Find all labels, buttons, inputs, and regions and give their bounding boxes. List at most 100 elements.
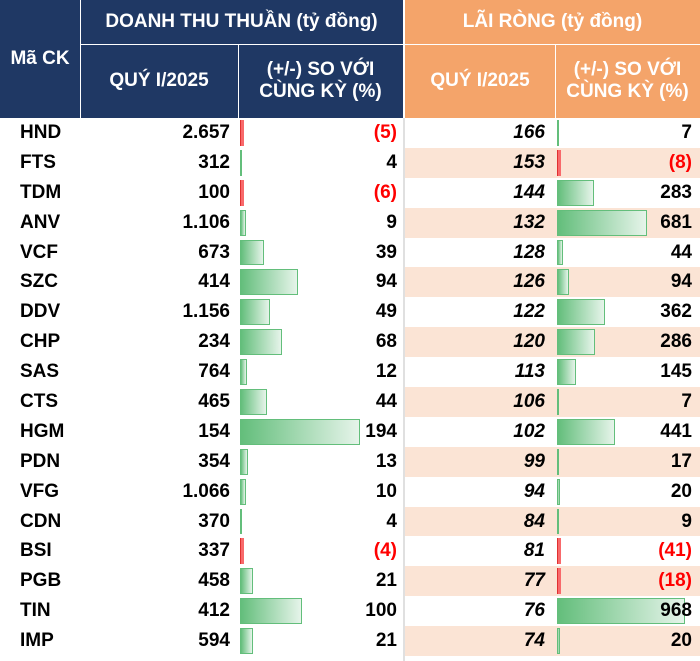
ticker-cell: CDN — [20, 510, 62, 532]
revenue-change-value: 44 — [375, 390, 397, 412]
revenue-change-value: 13 — [375, 450, 397, 472]
revenue-cell: 234 — [198, 331, 230, 353]
profit-change-bar — [557, 179, 595, 206]
profit-change-value: (41) — [658, 540, 692, 562]
header-divider — [555, 44, 556, 118]
profit-change-cell: 94 — [555, 267, 700, 298]
profit-cell: 126 — [403, 267, 555, 298]
revenue-cell: 1.106 — [182, 211, 230, 233]
revenue-group-header: DOANH THU THUẦN (tỷ đồng) — [80, 0, 403, 44]
table-row: VCF 673 39 128 44 — [0, 238, 700, 268]
revenue-change-cell: 4 — [238, 148, 403, 178]
revenue-change-cell: 44 — [238, 387, 403, 417]
profit-cell: 113 — [514, 361, 545, 383]
profit-change-bar — [557, 120, 559, 146]
profit-change-cell: 441 — [555, 417, 700, 447]
revenue-cell: 354 — [198, 450, 230, 472]
table-row: VFG 1.066 10 94 20 — [0, 477, 700, 507]
profit-change-cell: 7 — [555, 118, 700, 148]
revenue-change-bar — [240, 239, 265, 266]
profit-change-cell: (18) — [555, 566, 700, 597]
revenue-change-bar — [240, 389, 268, 415]
revenue-change-bar — [240, 179, 244, 206]
ticker-cell: SZC — [20, 271, 58, 293]
profit-cell: 144 — [513, 181, 545, 203]
revenue-change-bar — [240, 359, 248, 386]
revenue-change-cell: 49 — [238, 297, 403, 327]
profit-change-value: (18) — [658, 570, 692, 592]
revenue-change-cell: 4 — [238, 507, 403, 537]
table-row: SZC 414 94 126 94 — [0, 267, 700, 298]
ticker-cell: SAS — [20, 361, 60, 383]
revenue-change-value: 21 — [375, 630, 397, 652]
revenue-cell: 154 — [198, 420, 230, 442]
revenue-change-cell: 9 — [238, 208, 403, 238]
profit-change-bar — [557, 389, 559, 415]
profit-cell: 106 — [403, 387, 555, 417]
ticker-cell: BSI — [20, 540, 52, 562]
profit-change-bar — [557, 628, 560, 655]
profit-change-value: 17 — [670, 450, 692, 472]
ticker-cell: HND — [20, 121, 62, 143]
revenue-change-bar — [240, 418, 360, 445]
table-row: PDN 354 13 99 17 — [0, 446, 700, 477]
profit-change-bar — [557, 359, 577, 386]
revenue-change-label: (+/-) SO VỚI CÙNG KỲ (%) — [259, 59, 382, 102]
profit-change-bar — [557, 269, 570, 296]
profit-change-bar — [557, 239, 563, 266]
revenue-cell: 458 — [198, 570, 230, 592]
revenue-change-value: (4) — [373, 540, 397, 562]
profit-change-bar — [557, 418, 616, 445]
profit-change-cell: 286 — [555, 327, 700, 358]
ticker-cell: TIN — [20, 600, 51, 622]
ticker-cell: VFG — [20, 480, 60, 502]
profit-change-cell: 20 — [555, 477, 700, 507]
revenue-change-value: 21 — [375, 570, 397, 592]
revenue-change-value: 4 — [386, 151, 397, 173]
revenue-change-bar — [240, 628, 253, 655]
revenue-change-cell: 100 — [238, 596, 403, 626]
table-row: FTS 312 4 153 (8) — [0, 147, 700, 178]
profit-change-cell: 145 — [555, 357, 700, 387]
table-row: CTS 465 44 106 7 — [0, 387, 700, 417]
profit-change-bar — [557, 299, 605, 326]
profit-change-cell: 9 — [555, 506, 700, 537]
table-row: DDV 1.156 49 122 362 — [0, 297, 700, 327]
ticker-cell: CHP — [20, 331, 61, 353]
revenue-cell: 312 — [198, 151, 230, 173]
revenue-cell: 414 — [198, 271, 230, 293]
profit-change-bar — [557, 209, 648, 236]
ticker-cell: ANV — [20, 211, 61, 233]
column-divider — [403, 118, 405, 661]
header-divider — [403, 0, 405, 118]
profit-cell: 76 — [523, 600, 545, 622]
revenue-cell: 2.657 — [182, 121, 230, 143]
profit-change-value: 7 — [681, 121, 692, 143]
revenue-change-cell: 21 — [238, 626, 403, 656]
profit-change-cell: 968 — [555, 596, 700, 626]
ticker-cell: PGB — [20, 570, 62, 592]
profit-change-label: (+/-) SO VỚI CÙNG KỲ (%) — [566, 59, 689, 102]
revenue-quarter-label: QUÝ I/2025 — [109, 70, 209, 91]
revenue-change-value: 9 — [386, 211, 397, 233]
table-row: CDN 370 4 84 9 — [0, 506, 700, 537]
revenue-cell: 1.156 — [182, 301, 230, 323]
profit-cell: 120 — [403, 327, 555, 358]
revenue-change-value: 49 — [375, 301, 397, 323]
profit-change-value: 681 — [660, 211, 692, 233]
profit-change-value: 441 — [660, 420, 692, 442]
revenue-cell: 673 — [198, 241, 230, 263]
revenue-change-cell: (5) — [238, 118, 403, 148]
profit-change-bar — [557, 568, 561, 595]
profit-cell: 122 — [513, 301, 545, 323]
revenue-cell: 1.066 — [182, 480, 230, 502]
ticker-cell: HGM — [20, 420, 65, 442]
revenue-change-value: 12 — [375, 361, 397, 383]
profit-change-value: 44 — [670, 241, 692, 263]
revenue-cell: 370 — [198, 510, 230, 532]
revenue-change-bar — [240, 149, 243, 176]
revenue-change-bar — [240, 329, 283, 356]
revenue-change-bar — [240, 538, 244, 565]
table-row: HGM 154 194 102 441 — [0, 417, 700, 447]
revenue-change-cell: 39 — [238, 238, 403, 268]
